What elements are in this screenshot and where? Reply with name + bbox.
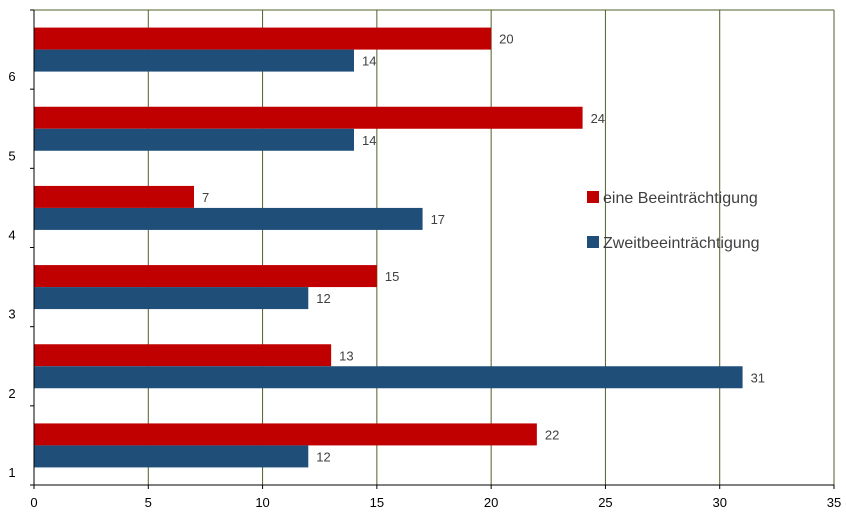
- x-tick-label-10: 10: [255, 495, 269, 510]
- y-tick-label-4: 4: [8, 228, 15, 243]
- bar-series-1-cat-2: [34, 344, 332, 367]
- bar-series-2-cat-5: [34, 128, 354, 151]
- data-label-series-2-cat-2: 31: [751, 370, 765, 385]
- legend-label-series-2: Zweitbeeinträchtigung: [603, 235, 760, 252]
- data-label-series-1-cat-1: 22: [545, 427, 559, 442]
- data-label-series-2-cat-4: 17: [431, 212, 445, 227]
- bar-series-2-cat-6: [34, 49, 354, 72]
- bar-series-2-cat-4: [34, 207, 423, 230]
- data-label-series-2-cat-6: 14: [362, 54, 376, 69]
- x-tick-label-15: 15: [370, 495, 384, 510]
- bar-series-2-cat-1: [34, 445, 309, 468]
- legend-label-series-1: eine Beeinträchtigung: [603, 190, 758, 207]
- axes: [30, 9, 835, 489]
- x-tick-labels: 0 5 10 15 20 25 30 35: [30, 495, 841, 510]
- data-label-series-1-cat-6: 20: [499, 32, 513, 47]
- bar-series-1-cat-5: [34, 106, 583, 129]
- x-tick-label-30: 30: [712, 495, 726, 510]
- bar-series-1-cat-6: [34, 27, 492, 50]
- x-tick-label-5: 5: [145, 495, 152, 510]
- data-label-series-2-cat-3: 12: [316, 291, 330, 306]
- x-tick-label-20: 20: [484, 495, 498, 510]
- gridlines: [33, 10, 835, 485]
- y-tick-labels: 1 2 3 4 5 6: [8, 69, 15, 480]
- x-tick-label-35: 35: [827, 495, 841, 510]
- x-tick-label-0: 0: [30, 495, 37, 510]
- y-tick-label-3: 3: [8, 307, 15, 322]
- bar-series-1-cat-4: [34, 185, 194, 208]
- y-tick-label-6: 6: [8, 69, 15, 84]
- bar-series-2-cat-2: [34, 366, 743, 389]
- bar-series-2-cat-3: [34, 287, 309, 310]
- data-label-series-1-cat-4: 7: [202, 190, 209, 205]
- y-tick-label-1: 1: [8, 465, 15, 480]
- data-labels: 22 12 13 31 15 12 7 17 24 14 20 14: [202, 32, 765, 465]
- data-label-series-1-cat-5: 24: [591, 111, 605, 126]
- data-label-series-2-cat-1: 12: [316, 449, 330, 464]
- bars: [34, 27, 743, 468]
- legend-swatch-series-1: [587, 191, 599, 203]
- y-tick-label-5: 5: [8, 148, 15, 163]
- legend-swatch-series-2: [587, 236, 599, 248]
- data-label-series-1-cat-3: 15: [385, 269, 399, 284]
- data-label-series-2-cat-5: 14: [362, 133, 376, 148]
- bar-series-1-cat-1: [34, 423, 537, 446]
- legend: eine Beeinträchtigung Zweitbeeinträchtig…: [587, 190, 760, 252]
- bar-series-1-cat-3: [34, 265, 377, 288]
- y-tick-label-2: 2: [8, 386, 15, 401]
- data-label-series-1-cat-2: 13: [339, 348, 353, 363]
- x-tick-label-25: 25: [598, 495, 612, 510]
